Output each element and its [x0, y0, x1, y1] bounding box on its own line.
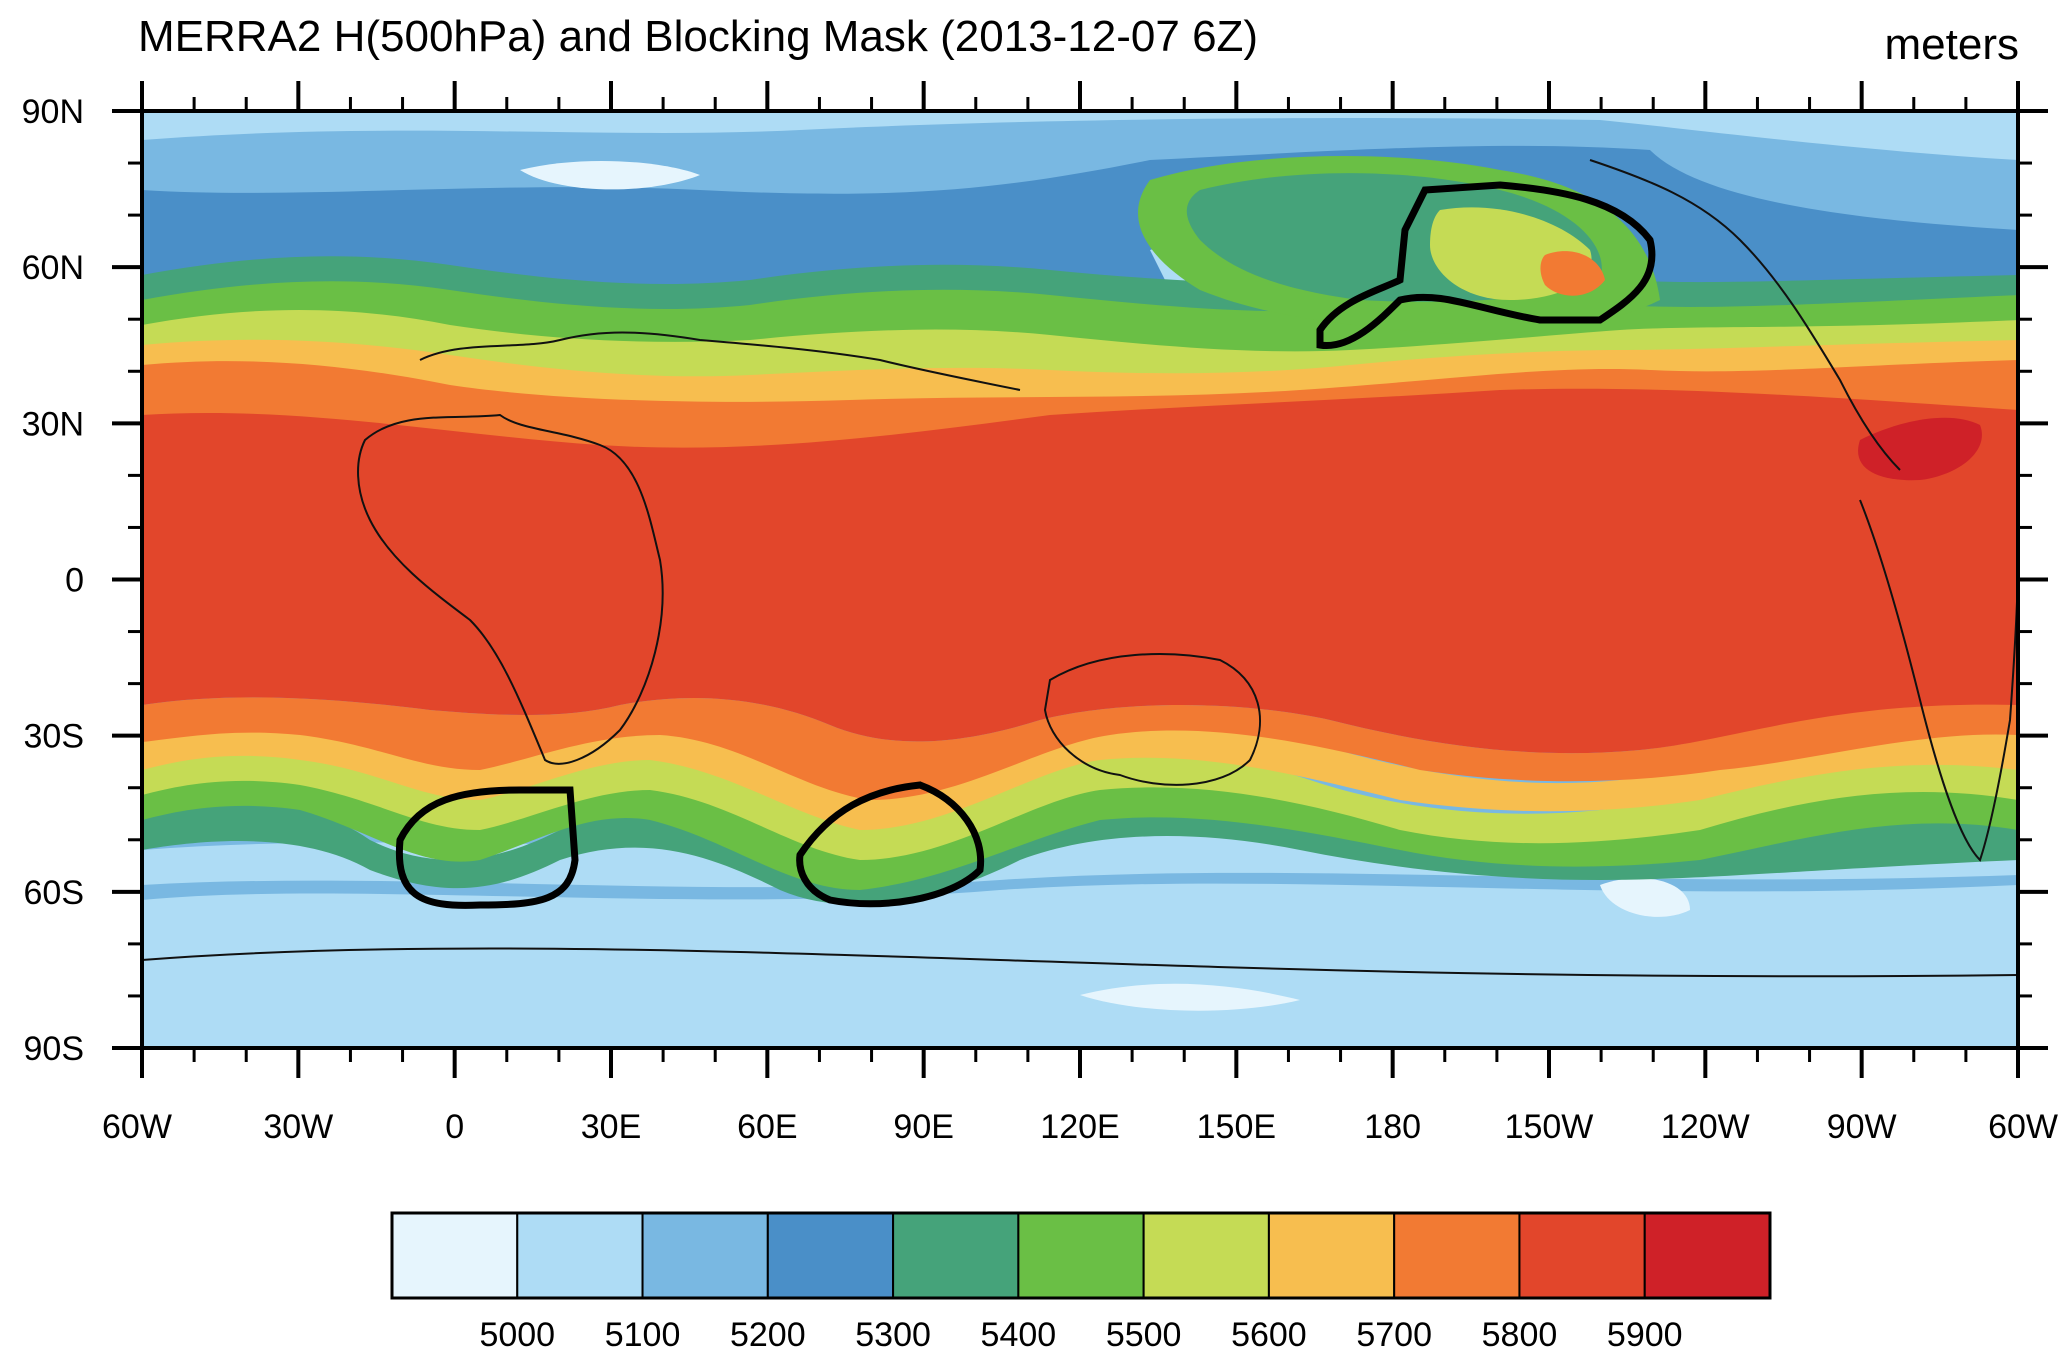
- lon-tick-label: 120W: [1661, 1108, 1750, 1146]
- band-sh-pale: [1080, 983, 1300, 1011]
- lon-tick-label: 60E: [737, 1108, 798, 1146]
- pacific-ridge-orange: [1540, 251, 1605, 296]
- colorbar-label: 5000: [479, 1316, 555, 1354]
- colorbar-label: 5400: [981, 1316, 1057, 1354]
- colorbar: 5000 5100 5200 5300 5400 5500 5600 5700 5800 5900: [390, 1211, 1772, 1354]
- blocking-mask: [395, 181, 1656, 909]
- colorbar-label: 5500: [1106, 1316, 1182, 1354]
- band-sh-orange-yellow: [142, 718, 2018, 830]
- lon-tick-label: 0: [445, 1108, 464, 1146]
- colorbar-swatch: [1267, 1212, 1396, 1299]
- band-nh-light-blue: [142, 111, 2018, 230]
- atlantic-dark-red: [1858, 417, 1982, 481]
- lon-tick-label: 60W: [102, 1108, 172, 1146]
- colorbar-swatch: [641, 1212, 769, 1299]
- band-nh-yellow: [142, 305, 2018, 377]
- colorbar-swatch: [892, 1212, 1020, 1299]
- lat-axis: 90N 60N 30N 0 30S 60S 90S: [22, 93, 2048, 1068]
- chart-title: MERRA2 H(500hPa) and Blocking Mask (2013…: [138, 12, 1259, 61]
- band-nh-orange: [142, 355, 2018, 448]
- lat-tick-label: 30N: [22, 405, 84, 443]
- colorbar-swatch: [1142, 1212, 1270, 1299]
- colorbar-label: 5300: [855, 1316, 931, 1354]
- band-sh-green: [142, 773, 2018, 890]
- lat-tick-label: 90N: [22, 93, 84, 131]
- lon-tick-label: 150W: [1505, 1108, 1594, 1146]
- units-label: meters: [1884, 20, 2019, 69]
- lon-axis: 60W 30W 0 30E 60E 90E 120E 150E 180 150W 120W 90W 60…: [102, 81, 2058, 1146]
- colorbar-swatch: [1393, 1212, 1521, 1299]
- colorbar-swatch: [516, 1212, 644, 1299]
- colorbar-swatch: [391, 1212, 519, 1299]
- colorbar-label: 5600: [1231, 1316, 1307, 1354]
- lon-tick-label: 90W: [1827, 1108, 1897, 1146]
- band-sh-light-blue: [142, 883, 2018, 1048]
- coastlines: [142, 159, 2018, 978]
- band-sh-orange: [142, 697, 2018, 800]
- lat-tick-label: 60N: [22, 249, 84, 287]
- band-sh-pale-2: [1600, 878, 1690, 917]
- lon-tick-label: 150E: [1197, 1108, 1276, 1146]
- band-sh-teal: [142, 802, 2018, 905]
- band-nh-pale-patch: [520, 160, 700, 190]
- height-field: [142, 111, 2018, 1048]
- colorbar-swatch: [1643, 1212, 1772, 1299]
- lat-tick-label: 60S: [24, 874, 85, 912]
- band-nh-pale-blue: [142, 111, 2018, 160]
- lon-tick-label: 180: [1364, 1108, 1421, 1146]
- band-sh-yellow: [142, 749, 2018, 860]
- lon-tick-label: 30W: [263, 1108, 333, 1146]
- lat-tick-label: 30S: [24, 718, 85, 756]
- colorbar-label: 5800: [1482, 1316, 1558, 1354]
- lon-tick-label: 120E: [1040, 1108, 1119, 1146]
- colorbar-swatch: [1518, 1212, 1646, 1299]
- colorbar-label: 5100: [605, 1316, 681, 1354]
- colorbar-swatch: [766, 1212, 895, 1299]
- lat-tick-label: 90S: [24, 1030, 85, 1068]
- colorbar-label: 5700: [1356, 1316, 1432, 1354]
- lon-tick-label: 90E: [893, 1108, 954, 1146]
- band-tropical-red: [142, 383, 2018, 754]
- colorbar-label: 5900: [1607, 1316, 1683, 1354]
- colorbar-label: 5200: [730, 1316, 806, 1354]
- lon-tick-label: 60W: [1988, 1108, 2058, 1146]
- colorbar-swatch: [1017, 1212, 1145, 1299]
- lat-tick-label: 0: [65, 562, 84, 600]
- lon-tick-label: 30E: [581, 1108, 642, 1146]
- colorbar-frame: [390, 1211, 1772, 1300]
